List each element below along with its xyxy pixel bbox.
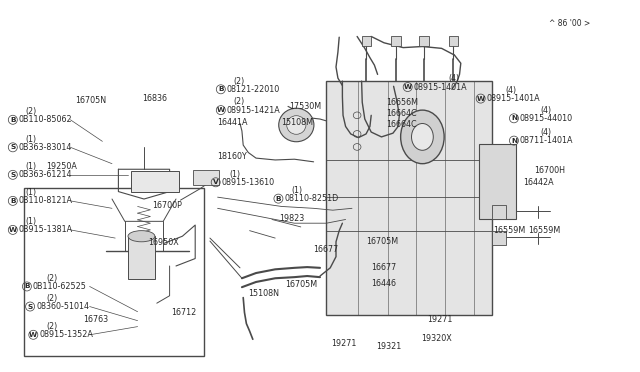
- Bar: [492, 205, 506, 219]
- Text: W: W: [217, 107, 225, 113]
- Text: 08121-22010: 08121-22010: [227, 85, 280, 94]
- Text: 0B363-61214: 0B363-61214: [19, 170, 72, 179]
- Text: 0B110-62525: 0B110-62525: [33, 282, 87, 291]
- Text: 08915-13610: 08915-13610: [221, 178, 275, 187]
- Text: 16705N: 16705N: [76, 96, 107, 105]
- Text: 08360-51014: 08360-51014: [36, 302, 89, 311]
- Bar: [193, 170, 219, 185]
- Text: 16712: 16712: [172, 308, 196, 317]
- Text: 19250A: 19250A: [46, 162, 77, 171]
- Bar: [391, 36, 401, 46]
- Text: 16836: 16836: [142, 94, 167, 103]
- Text: 16664C: 16664C: [387, 109, 417, 118]
- Bar: [479, 144, 516, 219]
- Ellipse shape: [401, 110, 444, 164]
- Text: (1): (1): [291, 186, 302, 195]
- Ellipse shape: [412, 124, 433, 150]
- Text: 19271: 19271: [331, 339, 356, 348]
- Text: (2): (2): [234, 77, 245, 86]
- Text: 17530M: 17530M: [289, 102, 321, 111]
- Text: 16664C: 16664C: [387, 120, 417, 129]
- Text: (4): (4): [506, 86, 516, 95]
- Text: (1): (1): [26, 135, 36, 144]
- Text: 18160Y: 18160Y: [218, 152, 247, 161]
- Text: 0B915-1381A: 0B915-1381A: [19, 225, 73, 234]
- Text: 16559M: 16559M: [529, 226, 561, 235]
- Text: (2): (2): [46, 294, 58, 303]
- Ellipse shape: [279, 108, 314, 142]
- Text: (2): (2): [26, 107, 37, 116]
- Text: (2): (2): [46, 322, 58, 331]
- Text: 15108M: 15108M: [282, 118, 314, 126]
- Text: 16559M: 16559M: [493, 226, 525, 235]
- Text: 16700H: 16700H: [534, 166, 564, 175]
- Text: B: B: [218, 86, 223, 92]
- Text: (2): (2): [46, 274, 58, 283]
- Text: 08915-1352A: 08915-1352A: [39, 330, 93, 339]
- Bar: [131, 171, 179, 192]
- Text: (1): (1): [26, 162, 36, 171]
- Text: (4): (4): [540, 106, 551, 115]
- Text: 16705M: 16705M: [285, 280, 317, 289]
- Text: W: W: [404, 84, 412, 90]
- Text: (4): (4): [448, 74, 459, 83]
- Text: B: B: [10, 117, 15, 123]
- Text: (4): (4): [540, 128, 551, 137]
- Text: N: N: [511, 115, 517, 121]
- Text: 0B363-83014: 0B363-83014: [19, 143, 72, 152]
- Text: S: S: [28, 304, 33, 310]
- Text: 16441A: 16441A: [218, 118, 248, 126]
- Text: (1): (1): [229, 170, 240, 179]
- Text: N: N: [511, 138, 517, 144]
- Text: 08711-1401A: 08711-1401A: [520, 136, 573, 145]
- Text: 16677: 16677: [314, 245, 339, 254]
- Text: (1): (1): [26, 217, 36, 226]
- Text: S: S: [10, 144, 15, 150]
- Text: 16446: 16446: [371, 279, 396, 288]
- Text: 16763: 16763: [83, 315, 108, 324]
- Text: 15108N: 15108N: [248, 289, 279, 298]
- Text: 16656M: 16656M: [387, 98, 419, 107]
- Text: W: W: [29, 332, 37, 338]
- Bar: [326, 81, 492, 315]
- Text: 16705M: 16705M: [366, 237, 398, 246]
- Text: ^ 86 '00 >: ^ 86 '00 >: [549, 19, 590, 28]
- Text: 19823: 19823: [279, 214, 304, 223]
- Text: W: W: [477, 96, 484, 102]
- Text: 19321: 19321: [376, 342, 401, 351]
- Bar: [419, 36, 429, 46]
- Bar: [128, 236, 155, 279]
- Text: 08915-1401A: 08915-1401A: [413, 83, 467, 92]
- Bar: [449, 36, 458, 46]
- Bar: [492, 231, 506, 245]
- Text: 08110-8251D: 08110-8251D: [284, 194, 339, 203]
- Text: 08915-1401A: 08915-1401A: [486, 94, 540, 103]
- Text: B: B: [10, 198, 15, 204]
- Text: V: V: [213, 179, 219, 185]
- Text: 08915-1421A: 08915-1421A: [227, 106, 280, 115]
- Text: 19320X: 19320X: [421, 334, 452, 343]
- Bar: [24, 188, 204, 356]
- Text: 16442A: 16442A: [524, 178, 554, 187]
- Text: 16950X: 16950X: [148, 238, 179, 247]
- Text: 0B110-85062: 0B110-85062: [19, 115, 72, 124]
- Bar: [362, 36, 371, 46]
- Ellipse shape: [287, 116, 306, 134]
- Text: 19271: 19271: [428, 315, 453, 324]
- Text: W: W: [9, 227, 17, 233]
- Text: 16677: 16677: [371, 263, 396, 272]
- Ellipse shape: [128, 231, 155, 242]
- Text: 16700P: 16700P: [152, 201, 182, 210]
- Text: B: B: [276, 196, 281, 202]
- Text: (2): (2): [234, 97, 245, 106]
- Text: (1): (1): [26, 188, 36, 197]
- Text: B: B: [24, 283, 29, 289]
- Text: 08915-44010: 08915-44010: [520, 114, 573, 123]
- Text: 0B110-8121A: 0B110-8121A: [19, 196, 73, 205]
- Text: S: S: [10, 172, 15, 178]
